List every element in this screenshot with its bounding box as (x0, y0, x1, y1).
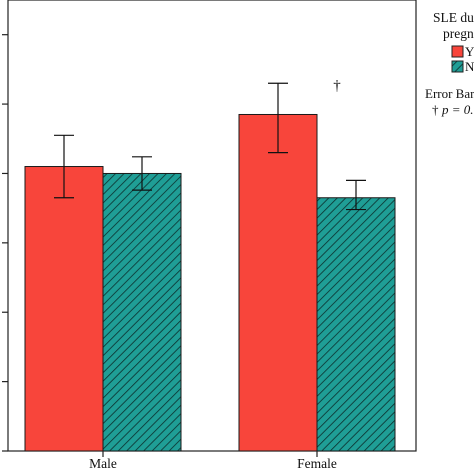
legend-dagger: † (432, 102, 439, 117)
legend-title-line1: SLE du (433, 10, 474, 25)
legend-swatch-y (451, 45, 464, 58)
legend-significance-note: p = 0. (441, 102, 474, 117)
legend-error-bars-note: Error Bars (425, 86, 474, 101)
x-tick-label-female: Female (297, 456, 337, 471)
x-tick-label-male: Male (89, 456, 117, 471)
bar-female-n (316, 197, 396, 452)
x-axis-ticks: Male Female (89, 451, 337, 471)
bar-male-y (24, 166, 104, 452)
legend-label-n: N (465, 59, 474, 74)
y-axis-ticks (2, 34, 8, 452)
error-bars-group (54, 82, 366, 211)
plot-frame (7, 0, 417, 452)
bars-group (24, 113, 396, 452)
legend-swatch-n (451, 60, 464, 73)
bar-male-n (102, 172, 182, 452)
significance-marker: † (333, 78, 341, 94)
legend-title-line2: pregna (443, 26, 474, 41)
legend-label-y: Y (465, 44, 474, 59)
legend: SLE du pregna Y N Error Bars † p = 0. (425, 10, 474, 117)
bar-female-y (238, 113, 318, 452)
